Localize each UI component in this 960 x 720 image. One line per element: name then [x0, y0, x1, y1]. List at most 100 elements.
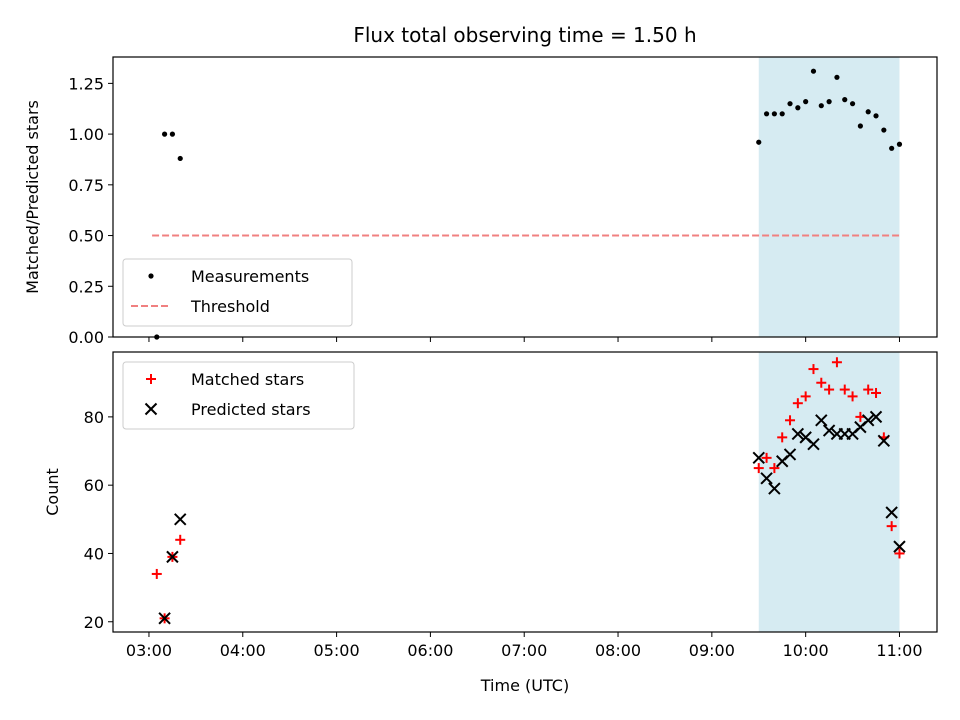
y-tick-label: 1.00: [68, 125, 104, 144]
matched-star-point: [886, 521, 897, 532]
measurement-point: [795, 105, 801, 111]
measurement-point: [169, 131, 176, 137]
predicted-star-point: [893, 540, 906, 553]
predicted-star-point: [885, 506, 898, 519]
count-panel-background: [758, 352, 900, 632]
x-tick-label: 05:00: [314, 641, 360, 660]
matched-star-point: [871, 387, 882, 398]
predicted-star-point: [783, 448, 797, 461]
measurement-point: [177, 155, 183, 162]
legend-dot-icon: [148, 273, 154, 279]
count-panel-axes: 20 40 60 80 03:00 04:00 05:00 06:00 07:00 08:00 09…: [84, 351, 938, 660]
x-tick-label: 06:00: [407, 641, 453, 660]
measurement-point: [803, 99, 809, 105]
observing-window-band: [758, 352, 900, 632]
legend-label: Predicted stars: [191, 400, 311, 419]
ratio-panel-axes: 0.00 0.25 0.50 0.75 1.00 1.25: [68, 56, 938, 347]
measurement-point: [779, 111, 785, 117]
matched-star-point: [847, 391, 858, 402]
count-panel: 20 40 60 80 03:00 04:00 05:00 06:00 07:00 08:00 09…: [43, 351, 938, 695]
x-tick-label: 07:00: [501, 641, 547, 660]
x-tick-label: 11:00: [876, 641, 922, 660]
predicted-star-point: [815, 414, 828, 427]
matched-star-point: [761, 452, 772, 463]
count-legend: Matched stars Predicted stars: [122, 361, 355, 430]
matched-star-point: [808, 364, 819, 375]
measurement-point: [771, 111, 777, 117]
measurement-point: [787, 101, 793, 107]
time-x-axis-label: Time (UTC): [480, 676, 569, 695]
matched-star-point: [753, 463, 764, 474]
legend-label: Measurements: [191, 267, 309, 286]
x-tick-label: 04:00: [220, 641, 266, 660]
x-tick-label: 08:00: [595, 641, 641, 660]
y-tick-label: 0.75: [68, 176, 104, 195]
legend-label: Threshold: [190, 297, 270, 316]
legend-box: [122, 258, 353, 327]
predicted-star-point: [166, 550, 179, 564]
y-tick-label: 0.25: [68, 277, 104, 296]
matched-star-point: [863, 384, 874, 395]
x-tick-label: 10:00: [783, 641, 829, 660]
predicted-star-point: [760, 472, 773, 485]
matched-star-point: [175, 534, 186, 545]
predicted-star-point: [877, 434, 891, 447]
ratio-panel-marks: [152, 68, 903, 340]
measurement-point: [889, 145, 895, 151]
matched-star-point: [769, 463, 780, 474]
y-tick-label: 1.25: [68, 74, 104, 93]
matched-star-point: [831, 357, 842, 368]
predicted-star-point: [791, 427, 805, 441]
predicted-star-point: [822, 424, 836, 437]
measurement-point: [161, 131, 168, 137]
legend-plus-icon: [146, 374, 156, 384]
legend-label: Matched stars: [191, 370, 304, 389]
y-tick-label: 40: [84, 544, 104, 563]
matched-star-point: [839, 384, 850, 395]
matched-star-point: [816, 377, 827, 388]
measurement-point: [857, 123, 863, 129]
y-tick-label: 80: [84, 408, 104, 427]
observing-window-band: [758, 57, 900, 337]
matched-star-point: [777, 432, 788, 443]
predicted-star-point: [807, 437, 820, 451]
axes-frame: [112, 56, 938, 338]
matched-star-point: [785, 415, 796, 426]
x-tick-label: 03:00: [126, 641, 172, 660]
measurement-point: [881, 127, 887, 133]
y-tick-label: 20: [84, 613, 104, 632]
measurement-point: [849, 101, 856, 107]
ratio-y-axis-label: Matched/Predicted stars: [23, 100, 42, 294]
chart-title: Flux total observing time = 1.50 h: [353, 23, 696, 47]
count-y-axis-label: Count: [43, 468, 62, 516]
y-tick-label: 0.50: [68, 227, 104, 246]
predicted-star-point: [752, 451, 765, 465]
predicted-star-point: [158, 612, 171, 625]
predicted-star-point: [768, 482, 781, 495]
count-panel-marks: [151, 357, 906, 625]
matched-star-point: [894, 548, 905, 559]
ratio-panel-background: [758, 57, 900, 337]
y-tick-label: 60: [84, 476, 104, 495]
legend-x-icon: [144, 402, 158, 416]
measurement-point: [834, 74, 840, 80]
y-tick-label: 0.00: [68, 328, 104, 347]
ratio-legend: Measurements Threshold: [122, 258, 353, 327]
legend-box: [122, 361, 355, 430]
x-tick-label: 09:00: [689, 641, 735, 660]
measurement-point: [818, 103, 824, 109]
measurement-point: [763, 111, 770, 117]
measurement-point: [842, 97, 848, 103]
measurement-point: [865, 109, 871, 115]
measurement-point: [810, 68, 817, 74]
predicted-star-point: [861, 414, 875, 427]
measurement-point: [896, 141, 903, 147]
matched-star-point: [800, 391, 811, 402]
predicted-star-point: [869, 410, 883, 424]
matched-star-point: [824, 384, 835, 395]
ratio-panel: Flux total observing time = 1.50 h 0.000…: [23, 23, 938, 347]
measurement-point: [826, 99, 832, 105]
measurement-point: [756, 139, 762, 145]
predicted-star-point: [174, 513, 187, 526]
